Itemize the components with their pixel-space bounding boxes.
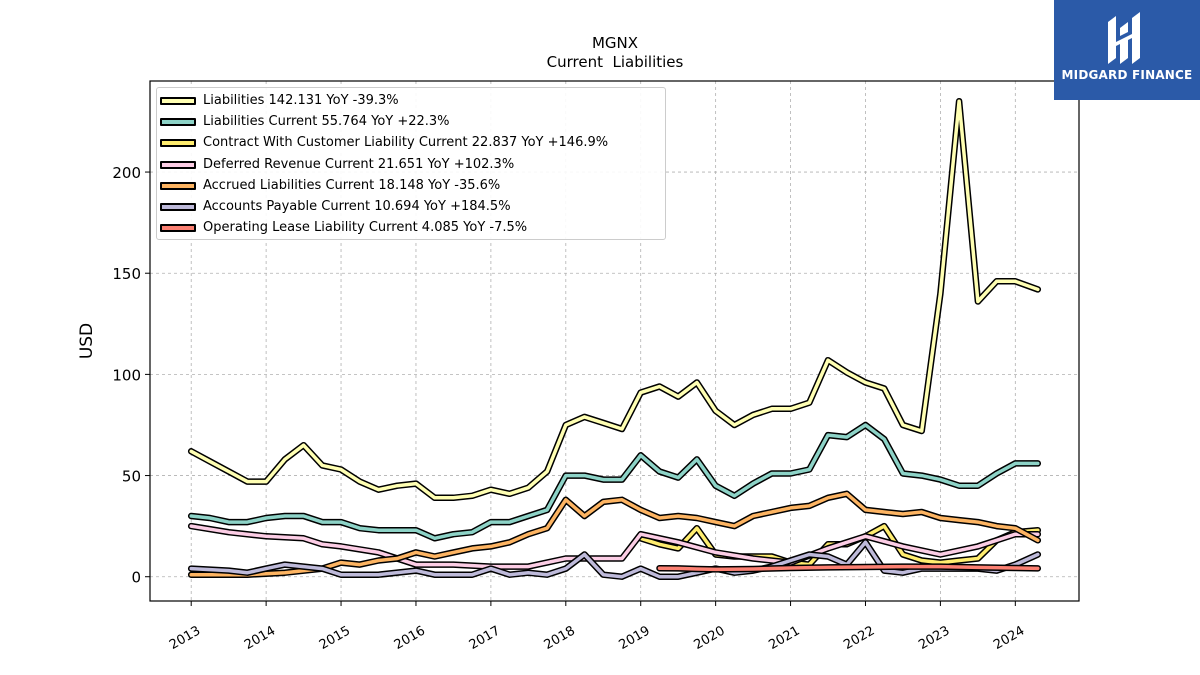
legend-swatch [160,97,196,105]
legend-swatch [160,181,196,190]
series-accounts-payable-current [187,539,1042,580]
x-tick-label: 2013 [167,623,203,653]
series-operating-lease-liability-current [656,563,1042,573]
chart-subtitle: Current Liabilities [547,53,684,71]
legend-swatch [160,160,196,169]
legend-item: Contract With Customer Liability Current… [157,134,665,155]
series-liabilities-current [187,421,1042,542]
x-tick-label: 2015 [317,623,353,653]
legend-label: Accrued Liabilities Current 18.148 YoY -… [203,177,501,193]
x-tick-label: 2024 [991,623,1027,653]
series-line-outline [187,490,1042,578]
y-tick-label: 50 [122,468,141,486]
series-line [189,423,1040,541]
legend: Liabilities 142.131 YoY -39.3% Liabilitie… [156,87,666,240]
brand-name: MIDGARD FINANCE [1061,68,1193,82]
series-lines [187,97,1042,580]
series-line [189,99,1040,500]
y-tick-label: 0 [131,569,141,587]
legend-label: Contract With Customer Liability Current… [203,135,609,151]
series-liabilities [187,97,1042,502]
series-line [657,564,1040,572]
x-tick-label: 2017 [467,623,503,653]
series-accrued-liabilities-current [187,490,1042,578]
legend-item: Liabilities 142.131 YoY -39.3% [157,92,665,113]
series-deferred-revenue-current [187,522,1042,570]
x-tick-label: 2014 [242,623,278,653]
x-tick-label: 2020 [691,623,727,653]
x-tick-label: 2018 [542,623,578,653]
legend-label: Liabilities 142.131 YoY -39.3% [203,93,399,108]
y-tick-label: 150 [112,265,141,283]
legend-label: Deferred Revenue Current 21.651 YoY +102… [203,156,515,172]
legend-swatch [160,118,196,127]
x-tick-label: 2021 [766,623,802,653]
x-tick-label: 2016 [392,623,428,653]
y-tick-label: 200 [112,164,141,182]
y-tick-label: 100 [112,366,141,384]
legend-label: Operating Lease Liability Current 4.085 … [203,220,528,236]
midgard-logo-icon [1108,12,1140,64]
legend-item: Deferred Revenue Current 21.651 YoY +102… [157,156,665,177]
x-tick-label: 2019 [617,623,653,653]
legend-label: Accounts Payable Current 10.694 YoY +184… [203,198,511,214]
legend-item: Liabilities Current 55.764 YoY +22.3% [157,113,665,134]
x-tick-label: 2023 [916,623,952,653]
plot-frame [149,80,1080,602]
legend-label: Liabilities Current 55.764 YoY +22.3% [203,114,450,130]
legend-item: Operating Lease Liability Current 4.085 … [157,219,665,240]
y-axis-label: USD [77,323,97,359]
legend-swatch [160,224,196,233]
legend-item: Accounts Payable Current 10.694 YoY +184… [157,198,665,219]
series-line [189,492,1040,577]
brand-logo: MIDGARD FINANCE [1054,0,1200,100]
series-line [189,524,1040,569]
x-tick-label: 2022 [841,623,877,653]
legend-item: Accrued Liabilities Current 18.148 YoY -… [157,177,665,198]
legend-swatch [160,202,196,211]
series-line [189,540,1040,579]
legend-swatch [160,139,196,148]
chart-title: MGNX [592,34,638,52]
